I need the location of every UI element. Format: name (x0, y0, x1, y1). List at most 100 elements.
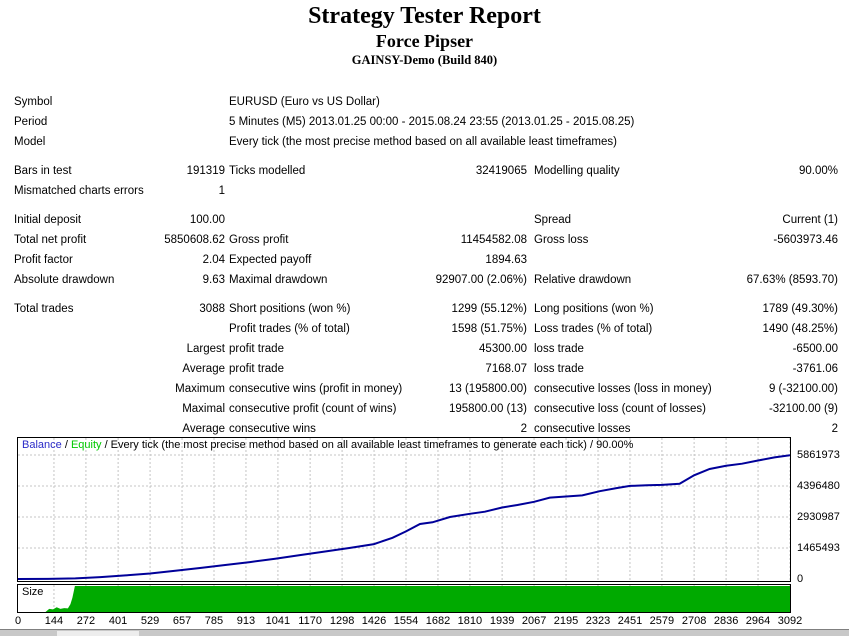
cell-value: 1490 (48.25%) (762, 323, 838, 335)
legend-item: Equity (70, 439, 102, 451)
report-cell: Ticks modelled 32419065 (229, 164, 527, 178)
x-axis-label: 2708 (681, 615, 707, 627)
y-axis-label: 5861973 (797, 449, 840, 461)
report-cell: Absolute drawdown 9.63 (14, 273, 225, 287)
cell-value: 1299 (55.12%) (451, 303, 527, 315)
cell-label: loss trade (534, 343, 584, 355)
report-row: Symbol EURUSD (Euro vs US Dollar) (0, 92, 849, 112)
cell-label: consecutive loss (count of losses) (534, 403, 706, 415)
cell-label: Profit factor (14, 254, 73, 266)
cell-label: consecutive losses (534, 423, 631, 435)
scrollbar-thumb[interactable] (57, 631, 139, 636)
report-cell: loss trade -6500.00 (534, 342, 838, 356)
x-axis-label: 1426 (361, 615, 387, 627)
report-cell: Gross loss -5603973.46 (534, 233, 838, 247)
x-axis-label: 2964 (745, 615, 771, 627)
cell-label: consecutive wins (profit in money) (229, 383, 403, 395)
cell-value: 2.04 (202, 254, 225, 266)
cell-value: 32419065 (475, 165, 527, 177)
cell-value: Maximum (175, 383, 225, 395)
cell-label: Relative drawdown (534, 274, 632, 286)
report-row: Maximal consecutive profit (count of wins… (0, 399, 849, 419)
cell-value: 5850608.62 (164, 234, 225, 246)
report-cell: Loss trades (% of total) 1490 (48.25%) (534, 322, 838, 336)
cell-label: Symbol (14, 96, 53, 108)
cell-label: Period (14, 116, 48, 128)
cell-value: -32100.00 (9) (768, 403, 838, 415)
report-cell: Relative drawdown 67.63% (8593.70) (534, 273, 838, 287)
report-cell: Total trades 3088 (14, 302, 225, 316)
legend-item: / (61, 439, 71, 451)
x-axis-label: 1041 (265, 615, 291, 627)
size-bars (18, 586, 790, 612)
cell-value: 45300.00 (479, 343, 527, 355)
report-cell: Largest (14, 342, 225, 356)
x-axis-label: 144 (44, 615, 64, 627)
cell-label: Every tick (the most precise method base… (229, 136, 617, 148)
report-cell: Initial deposit 100.00 (14, 213, 225, 227)
report-row: Total net profit 5850608.62 Gross profit 11… (0, 230, 849, 250)
cell-value: 9 (-32100.00) (768, 383, 838, 395)
cell-label: Model (14, 136, 46, 148)
report-cell: profit trade 7168.07 (229, 362, 527, 376)
report-row: Bars in test 191319 Ticks modelled 32419065… (0, 161, 849, 181)
cell-label: Gross profit (229, 234, 289, 246)
y-axis-label: 1465493 (797, 542, 840, 554)
cell-value: Average (182, 423, 225, 435)
page-title: Strategy Tester Report (308, 3, 541, 29)
report-cell: Long positions (won %) 1789 (49.30%) (534, 302, 838, 316)
report-row: Profit trades (% of total) 1598 (51.75%) L… (0, 319, 849, 339)
x-axis-label: 2323 (585, 615, 611, 627)
cell-value: 195800.00 (13) (448, 403, 527, 415)
x-axis-label: 913 (236, 615, 256, 627)
x-axis-label: 529 (140, 615, 160, 627)
x-axis-label: 1682 (425, 615, 451, 627)
cell-value: 3088 (199, 303, 225, 315)
x-axis-label: 272 (76, 615, 96, 627)
report-row: Period 5 Minutes (M5) 2013.01.25 00:00 - … (0, 112, 849, 132)
report-cell: Gross profit 11454582.08 (229, 233, 527, 247)
report-row: Total trades 3088 Short positions (won %) 1… (0, 299, 849, 319)
cell-value: 2 (831, 423, 838, 435)
x-axis-label: 3092 (777, 615, 803, 627)
size-panel: Size (17, 584, 791, 613)
cell-value: -5603973.46 (773, 234, 838, 246)
cell-label: Profit trades (% of total) (229, 323, 350, 335)
size-panel-label: Size (22, 586, 44, 598)
cell-value: 1789 (49.30%) (762, 303, 838, 315)
cell-label: profit trade (229, 343, 284, 355)
balance-chart-svg (17, 438, 791, 581)
report-cell: consecutive wins 2 (229, 422, 527, 436)
cell-label: Spread (534, 214, 572, 226)
report-cell: Every tick (the most precise method base… (229, 135, 617, 149)
cell-value: 1894.63 (485, 254, 527, 266)
report-cell: consecutive wins (profit in money) 13 (19… (229, 382, 527, 396)
x-axis-label: 0 (14, 615, 22, 627)
report-cell: 5 Minutes (M5) 2013.01.25 00:00 - 2015.0… (229, 115, 634, 129)
y-axis-label: 0 (797, 573, 804, 585)
y-axis-label: 4396480 (797, 480, 840, 492)
cell-label: Absolute drawdown (14, 274, 115, 286)
cell-value: 1 (218, 185, 225, 197)
report-cell: Mismatched charts errors 1 (14, 184, 225, 198)
report-row: Absolute drawdown 9.63 Maximal drawdown 929… (0, 270, 849, 290)
balance-chart: Balance / Equity / Every tick (the most … (17, 437, 791, 582)
cell-label: consecutive losses (loss in money) (534, 383, 712, 395)
cell-label: Gross loss (534, 234, 589, 246)
cell-label: 5 Minutes (M5) 2013.01.25 00:00 - 2015.0… (229, 116, 635, 128)
report-cell: loss trade -3761.06 (534, 362, 838, 376)
report-cell: Total net profit 5850608.62 (14, 233, 225, 247)
report-row: Initial deposit 100.00 Spread Current (1) (0, 210, 849, 230)
chart-legend: Balance / Equity / Every tick (the most … (22, 439, 633, 451)
cell-label: Ticks modelled (229, 165, 306, 177)
cell-value: 90.00% (798, 165, 838, 177)
window-edge (0, 629, 849, 636)
cell-value: 2 (520, 423, 527, 435)
cell-value: -3761.06 (792, 363, 838, 375)
x-axis-label: 1298 (329, 615, 355, 627)
report-cell: consecutive loss (count of losses) -32100… (534, 402, 838, 416)
report-cell: Bars in test 191319 (14, 164, 225, 178)
cell-label: Maximal drawdown (229, 274, 328, 286)
legend-item: Balance (22, 439, 62, 451)
